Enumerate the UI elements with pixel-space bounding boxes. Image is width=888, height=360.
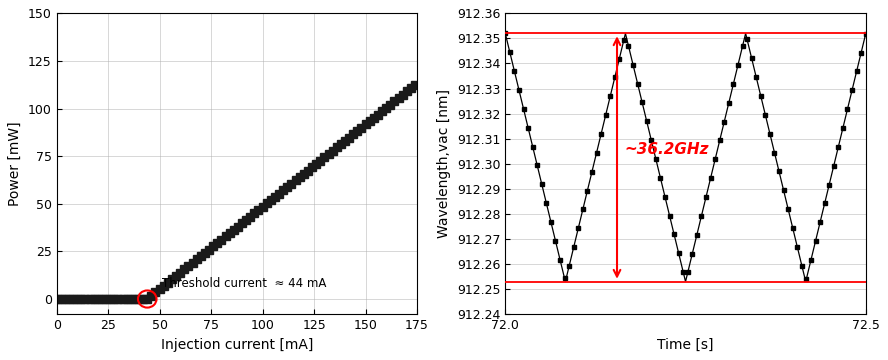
X-axis label: Injection current [mA]: Injection current [mA] (161, 338, 313, 352)
Text: Threshold current  ≈ 44 mA: Threshold current ≈ 44 mA (162, 278, 326, 291)
Y-axis label: Wavelength,vac [nm]: Wavelength,vac [nm] (438, 89, 451, 238)
X-axis label: Time [s]: Time [s] (657, 338, 714, 352)
Text: ~36.2GHz: ~36.2GHz (624, 143, 709, 157)
Y-axis label: Power [mW]: Power [mW] (8, 121, 22, 206)
